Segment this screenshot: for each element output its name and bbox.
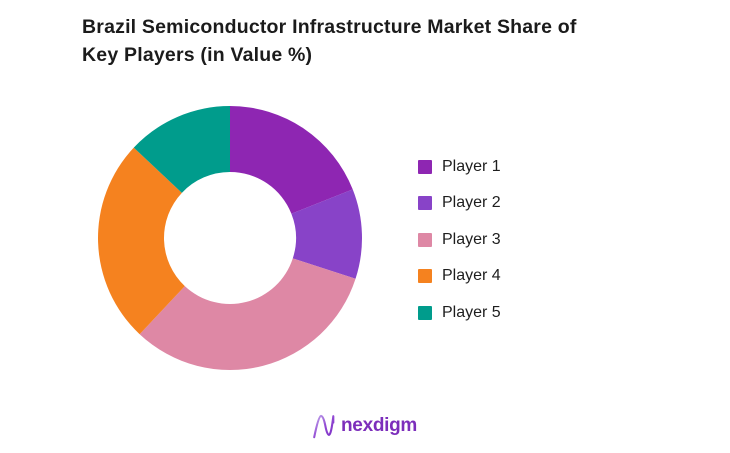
legend-swatch-player-2 [418,196,432,210]
nexdigm-logo-text: nexdigm [341,414,418,436]
legend-label-player-1: Player 1 [442,157,501,175]
chart-title-line-2: Key Players (in Value %) [82,44,313,66]
chart-legend: Player 1 Player 2 Player 3 Player 4 Play… [418,158,501,341]
legend-item-player-5: Player 5 [418,304,501,321]
donut-slice-player-1 [230,106,353,214]
donut-chart-svg [98,106,362,370]
donut-slice-player-3 [139,258,356,370]
donut-slice-player-2 [291,189,362,279]
legend-label-player-5: Player 5 [442,303,501,321]
legend-label-player-2: Player 2 [442,194,501,211]
nexdigm-logo: nexdigm [311,411,417,440]
legend-swatch-player-1 [418,159,432,174]
legend-item-player-2: Player 2 [418,194,501,212]
nexdigm-logo-mark-icon [313,414,335,439]
legend-swatch-player-4 [418,269,432,283]
legend-label-player-3: Player 3 [442,230,501,248]
donut-slice-player-4 [98,147,185,335]
legend-label-player-4: Player 4 [442,267,501,284]
legend-item-player-3: Player 3 [418,231,501,248]
chart-title: Brazil Semiconductor Infrastructure Mark… [82,13,577,69]
donut-chart [98,106,362,370]
legend-swatch-player-3 [418,232,432,247]
chart-title-line-1: Brazil Semiconductor Infrastructure Mark… [82,16,577,38]
donut-slice-player-5 [133,106,230,193]
legend-item-player-1: Player 1 [418,158,501,175]
legend-swatch-player-5 [418,305,432,320]
legend-item-player-4: Player 4 [418,267,501,285]
